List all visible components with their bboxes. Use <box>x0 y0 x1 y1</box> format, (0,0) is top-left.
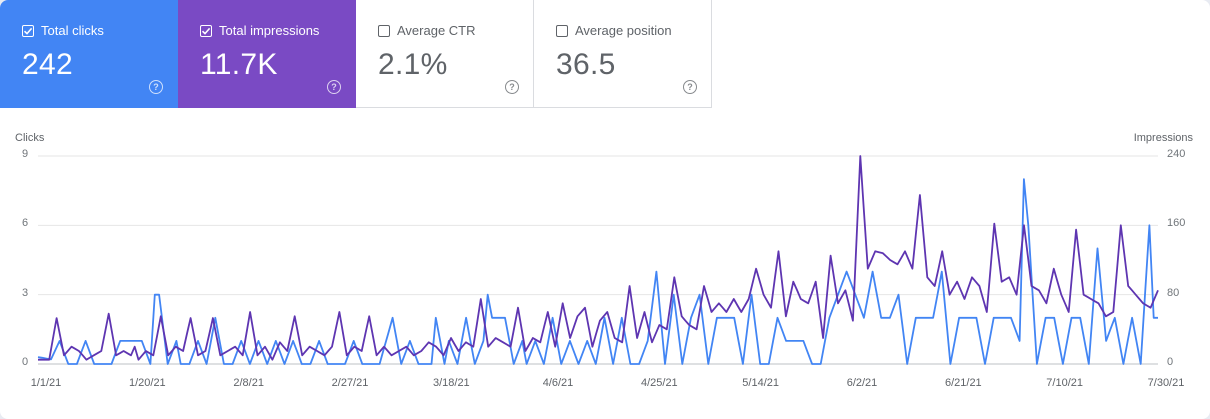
metric-label: Average position <box>575 23 672 38</box>
checkbox-unchecked-icon[interactable] <box>378 24 390 37</box>
x-tick-label: 6/2/21 <box>846 377 878 389</box>
left-tick-label: 6 <box>22 217 29 230</box>
checkbox-unchecked-icon[interactable] <box>556 24 568 37</box>
x-tick-label: 1/20/21 <box>128 377 166 389</box>
metric-card-total-impressions[interactable]: Total impressions 11.7K ? <box>178 0 356 108</box>
metric-card-total-clicks[interactable]: Total clicks 242 ? <box>0 0 178 108</box>
metric-label: Average CTR <box>397 23 476 38</box>
checkbox-checked-icon[interactable] <box>22 24 34 37</box>
metric-value: 242 <box>22 48 73 81</box>
metric-value: 2.1% <box>378 48 448 81</box>
x-tick-label: 7/30/21 <box>1147 377 1185 389</box>
metric-label: Total clicks <box>41 23 104 38</box>
metric-value: 36.5 <box>556 48 616 81</box>
metric-card-average-ctr[interactable]: Average CTR 2.1% ? <box>356 0 534 108</box>
x-tick-label: 1/1/21 <box>30 377 62 389</box>
x-tick-label: 4/6/21 <box>542 377 574 389</box>
x-tick-label: 2/27/21 <box>331 377 369 389</box>
x-tick-label: 3/18/21 <box>432 377 470 389</box>
metric-label: Total impressions <box>219 23 320 38</box>
right-tick-label: 0 <box>1167 356 1174 368</box>
checkbox-checked-icon[interactable] <box>200 24 212 37</box>
x-tick-label: 2/8/21 <box>233 377 264 389</box>
x-tick-label: 5/14/21 <box>742 377 780 389</box>
series-line-total-clicks <box>37 178 1158 365</box>
x-tick-label: 7/10/21 <box>1046 377 1084 389</box>
right-tick-label: 80 <box>1167 286 1180 299</box>
series-line-total-impressions <box>38 155 1159 361</box>
metric-card-average-position[interactable]: Average position 36.5 ? <box>534 0 712 108</box>
help-icon[interactable]: ? <box>327 80 341 94</box>
help-icon[interactable]: ? <box>149 80 163 94</box>
x-tick-label: 4/25/21 <box>640 377 678 389</box>
left-tick-label: 3 <box>22 286 29 299</box>
right-tick-label: 160 <box>1167 217 1186 230</box>
help-icon[interactable]: ? <box>505 80 519 94</box>
left-tick-label: 9 <box>22 148 29 160</box>
right-axis-title: Impressions <box>1133 132 1193 144</box>
right-tick-label: 240 <box>1167 148 1186 160</box>
metric-cards: Total clicks 242 ? Total impressions 11.… <box>0 0 712 108</box>
left-axis-title: Clicks <box>15 132 45 144</box>
metric-value: 11.7K <box>200 48 278 81</box>
x-tick-label: 6/21/21 <box>944 377 982 389</box>
help-icon[interactable]: ? <box>683 80 697 94</box>
left-tick-label: 0 <box>22 356 29 368</box>
